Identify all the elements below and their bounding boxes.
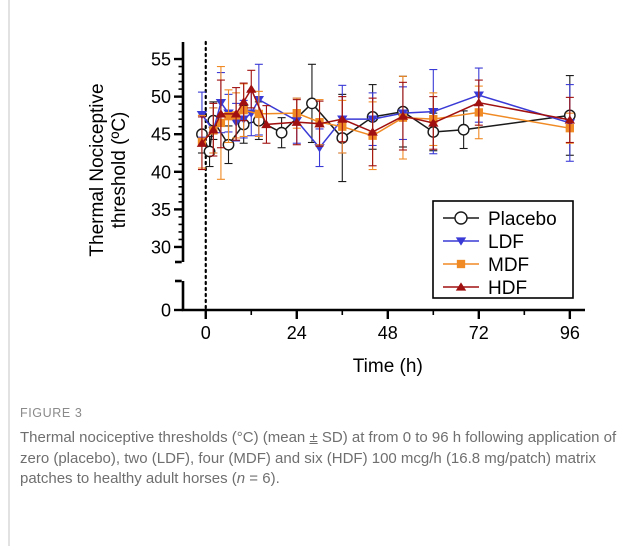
data-point <box>367 127 378 136</box>
legend-label: MDF <box>488 255 529 276</box>
y-tick-label: 0 <box>161 301 171 321</box>
y-tick-label: 45 <box>151 125 171 145</box>
data-point <box>246 84 257 93</box>
data-point <box>196 138 208 147</box>
caption-text-1: Thermal nociceptive thresholds (°C) (mea… <box>20 429 310 446</box>
data-point <box>428 118 439 127</box>
data-point <box>208 125 219 134</box>
x-tick-label: 48 <box>378 323 398 343</box>
figure-caption: Thermal nociceptive thresholds (°C) (mea… <box>20 428 620 490</box>
data-point <box>291 117 302 126</box>
data-point <box>455 237 467 246</box>
x-axis-title: Time (h) <box>353 356 423 377</box>
series-layer <box>196 63 576 183</box>
data-point <box>397 111 409 120</box>
x-tick-label: 0 <box>201 323 211 343</box>
data-point <box>230 109 242 118</box>
figure-label: FIGURE 3 <box>20 406 83 420</box>
data-point <box>314 119 325 128</box>
x-tick-label: 24 <box>287 323 307 343</box>
legend-item: HDF <box>443 278 527 299</box>
chart: 30 35 40 45 50 55 0 0 24 48 72 96 Time (h) Thermal No… <box>87 40 585 377</box>
data-point <box>238 97 249 106</box>
data-point <box>457 123 470 136</box>
data-point <box>306 97 318 110</box>
legend-item: MDF <box>443 255 529 276</box>
figure-panel <box>8 0 643 546</box>
series-placebo <box>196 63 576 183</box>
data-point <box>203 145 216 158</box>
data-point <box>454 211 468 225</box>
legend-label: LDF <box>488 232 524 253</box>
data-point <box>455 282 467 291</box>
data-point <box>337 114 348 123</box>
y-tick-label: 40 <box>151 162 171 182</box>
x-tick-label: 72 <box>469 323 489 343</box>
y-tick-label: 30 <box>151 237 171 257</box>
legend-label: HDF <box>488 278 527 299</box>
caption-text-3: = 6). <box>245 470 280 487</box>
data-point <box>456 259 466 269</box>
axes: 30 35 40 45 50 55 0 0 24 48 72 96 Time (h) Thermal No… <box>87 40 585 377</box>
x-tick-label: 96 <box>560 323 580 343</box>
y-axis-title: Thermal Nociceptivethreshold (ºC) <box>87 83 130 256</box>
data-point <box>224 112 233 121</box>
y-axis-title-line: Thermal Nociceptive <box>87 83 108 256</box>
series-hdf <box>196 69 576 171</box>
legend-label: Placebo <box>488 209 557 230</box>
caption-text-2: SD) at from 0 to 96 h following applicat… <box>20 429 617 487</box>
y-axis-title-line: threshold (ºC) <box>109 112 130 229</box>
data-point <box>564 115 576 124</box>
y-tick-label: 35 <box>151 200 171 220</box>
data-point <box>275 126 288 139</box>
data-point <box>215 109 227 118</box>
data-point <box>261 119 272 129</box>
caption-plusminus: ± <box>309 429 318 446</box>
caption-n: n <box>236 470 246 487</box>
series-ldf <box>196 63 576 168</box>
series-line <box>201 94 571 149</box>
data-point <box>254 109 264 119</box>
legend-item: LDF <box>443 232 524 253</box>
y-tick-label: 50 <box>151 87 171 107</box>
y-tick-label: 55 <box>151 50 171 70</box>
legend-item: Placebo <box>443 209 557 230</box>
data-point <box>473 97 485 107</box>
